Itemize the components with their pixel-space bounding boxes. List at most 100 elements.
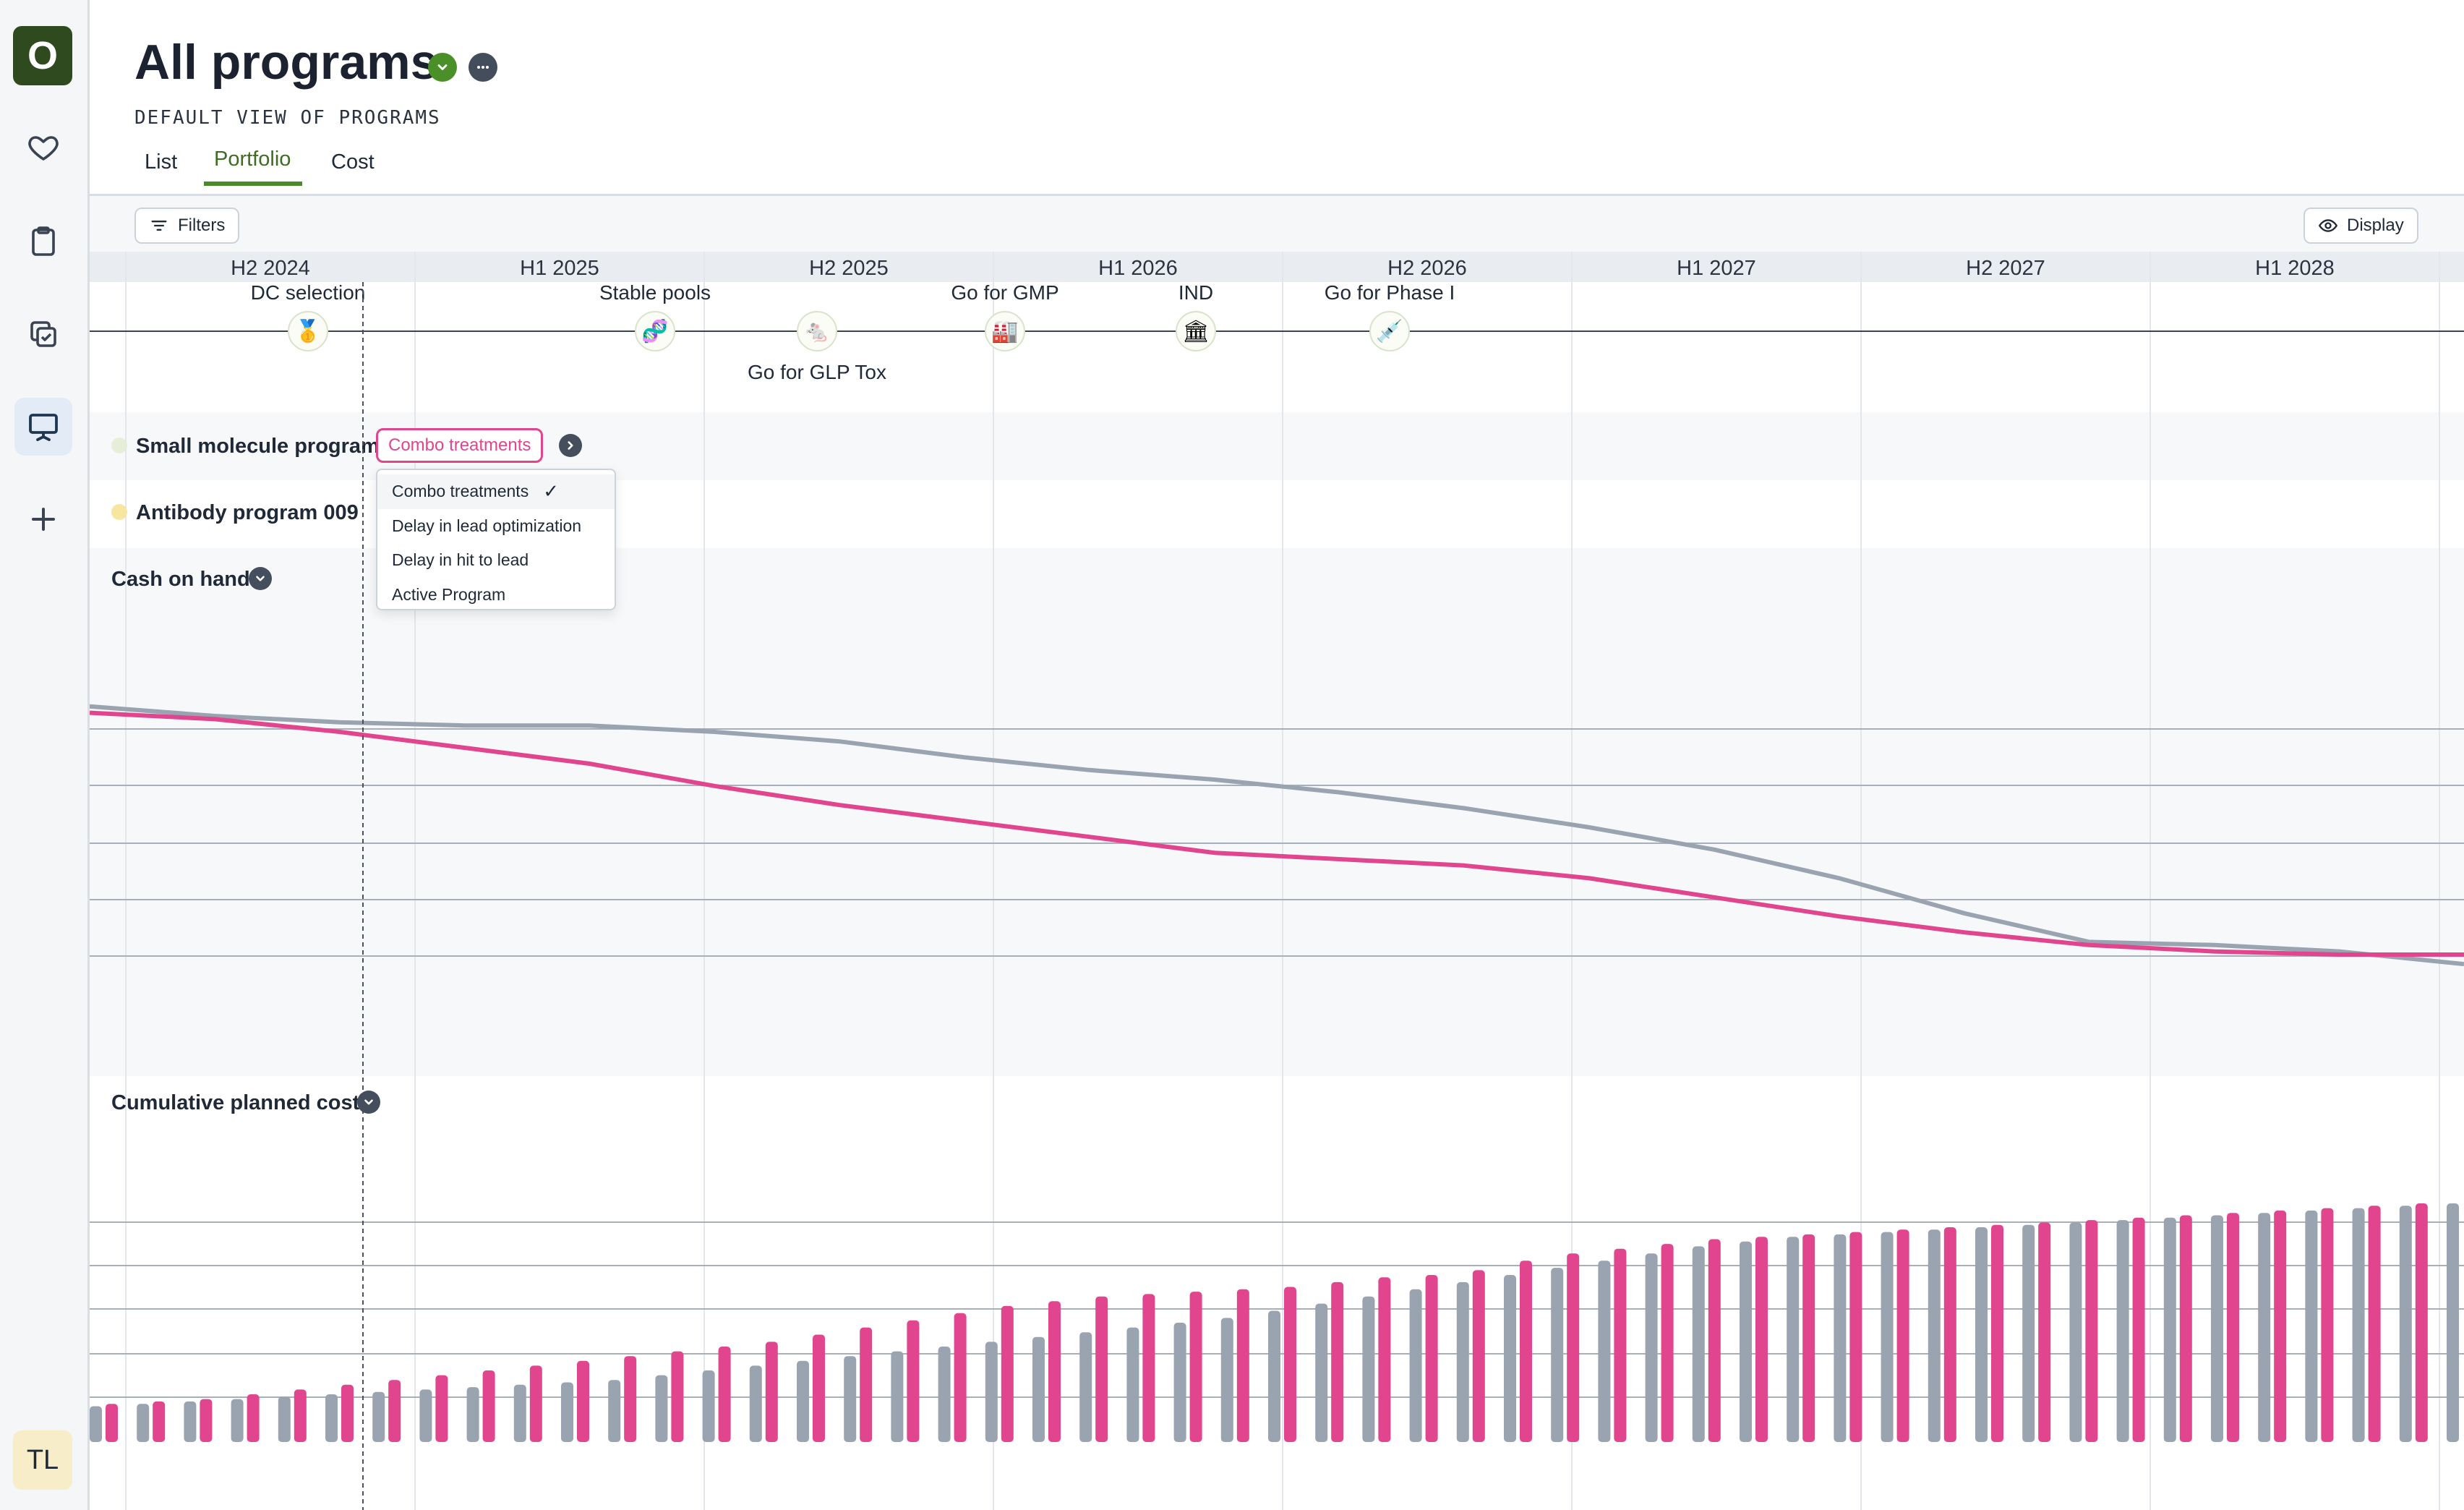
- scenario-option[interactable]: Combo treatments ✓: [377, 474, 615, 509]
- scenario-cost-bar: [1189, 1292, 1202, 1442]
- more-options-button[interactable]: [469, 53, 497, 82]
- scenario-cost-bar: [2274, 1210, 2287, 1442]
- baseline-cost-bar: [1881, 1232, 1894, 1442]
- milestone-label: Go for Phase I: [1325, 281, 1455, 304]
- page-subtitle: DEFAULT VIEW OF PROGRAMS: [134, 107, 441, 129]
- baseline-cost-bar: [184, 1401, 197, 1442]
- scenario-cost-bar: [1708, 1239, 1721, 1442]
- scenario-cost-bar: [718, 1347, 731, 1442]
- syringe-icon: 💉: [1376, 318, 1403, 344]
- left-sidebar: O TL: [0, 0, 90, 1510]
- display-button[interactable]: Display: [2303, 208, 2418, 244]
- baseline-cost-bar: [466, 1387, 479, 1442]
- milestone-label: IND: [1178, 281, 1213, 304]
- scenario-cost-bar: [907, 1320, 920, 1442]
- scenario-cost-bar: [671, 1351, 684, 1442]
- baseline-cost-bar: [2447, 1203, 2459, 1442]
- scenario-cost-bar: [200, 1399, 213, 1442]
- period-labels: H2 2024 H1 2025 H2 2025 H1 2026 H2 2026 H1 20…: [231, 257, 2335, 280]
- program-dot-small-molecule: [111, 438, 127, 453]
- baseline-cost-bar: [1456, 1281, 1469, 1442]
- period-label: H2 2026: [1387, 257, 1467, 280]
- cash-section-toggle[interactable]: [249, 567, 272, 590]
- baseline-cost-bar: [1692, 1246, 1705, 1442]
- scenario-cost-bar: [765, 1341, 778, 1442]
- program-name-small-molecule[interactable]: Small molecule program: [136, 435, 380, 458]
- scenario-cost-bar: [2227, 1213, 2239, 1442]
- scenario-expand-button[interactable]: [559, 434, 582, 457]
- scenario-cost-bar: [954, 1313, 967, 1442]
- baseline-cost-bar: [278, 1396, 291, 1442]
- scenario-cost-bar: [2038, 1222, 2051, 1442]
- clipboard-nav-button[interactable]: [14, 213, 72, 270]
- baseline-cost-bar: [2022, 1224, 2035, 1442]
- cost-section-toggle[interactable]: [357, 1091, 380, 1114]
- baseline-cost-bar: [513, 1384, 526, 1442]
- scenario-cost-bar: [1661, 1244, 1674, 1442]
- milestone-label: Go for GMP: [951, 281, 1058, 304]
- scenario-cost-bar: [1378, 1277, 1391, 1442]
- program-dot-antibody: [111, 504, 127, 520]
- scenario-cost-bar: [1614, 1248, 1627, 1442]
- milestone: 🏭 Go for GMP: [951, 281, 1059, 351]
- baseline-cost-bar: [1220, 1318, 1233, 1442]
- program-name-antibody[interactable]: Antibody program 009: [136, 501, 359, 524]
- milestone-label: DC selection: [251, 281, 366, 304]
- baseline-cost-bar: [1551, 1268, 1564, 1442]
- baseline-cost-bar: [1362, 1296, 1375, 1442]
- baseline-cost-bar: [1787, 1237, 1800, 1442]
- baseline-cost-bar: [372, 1391, 385, 1442]
- scenario-option[interactable]: Delay in hit to lead: [392, 550, 529, 570]
- clipboard-icon: [32, 226, 55, 256]
- baseline-cost-bar: [985, 1341, 998, 1442]
- baseline-cash-line: [90, 704, 2464, 967]
- scenario-cost-bar: [1001, 1305, 1014, 1442]
- scenario-cost-bar: [435, 1375, 448, 1442]
- scenario-option[interactable]: Delay in lead optimization: [392, 516, 582, 535]
- cost-bars: [90, 1203, 2459, 1442]
- tab-list[interactable]: List: [145, 150, 178, 174]
- status-badge[interactable]: [428, 53, 457, 82]
- milestone-badge: [288, 311, 328, 351]
- baseline-cost-bar: [891, 1351, 904, 1442]
- chevron-down-icon: [364, 1099, 373, 1105]
- filters-button[interactable]: Filters: [134, 208, 240, 244]
- scenario-tag[interactable]: Combo treatments: [376, 428, 544, 463]
- baseline-cost-bar: [797, 1360, 809, 1442]
- milestone-badge: [797, 311, 837, 351]
- app-logo[interactable]: O: [13, 26, 72, 85]
- filters-label: Filters: [178, 216, 226, 235]
- tasks-nav-button[interactable]: [14, 305, 72, 363]
- milestone: 🥇 DC selection: [251, 281, 366, 351]
- baseline-cost-bar: [561, 1382, 573, 1442]
- add-nav-button[interactable]: [14, 490, 72, 548]
- favorites-nav-button[interactable]: [14, 119, 72, 176]
- display-label: Display: [2347, 216, 2404, 235]
- tab-cost[interactable]: Cost: [331, 150, 375, 174]
- period-header-band: [90, 252, 2464, 282]
- presentation-nav-button[interactable]: [14, 398, 72, 456]
- ellipsis-icon: [477, 66, 489, 69]
- baseline-cost-bar: [2163, 1217, 2176, 1442]
- chevron-right-icon: [568, 441, 573, 450]
- chevron-down-icon: [256, 576, 265, 581]
- scenario-cost-bar: [341, 1384, 354, 1442]
- tab-portfolio[interactable]: Portfolio: [204, 148, 303, 186]
- scenario-cost-bar: [2179, 1215, 2192, 1442]
- scenario-cost-bar: [2132, 1217, 2145, 1442]
- scenario-cost-bar: [860, 1327, 873, 1442]
- eye-icon: [2318, 219, 2338, 232]
- milestone: 💉 Go for Phase I: [1325, 281, 1455, 351]
- milestones: 🥇 DC selection 🧬 Stable pools 🐁 Go for GLP To…: [251, 281, 1455, 383]
- scenario-cost-bar: [2321, 1208, 2334, 1442]
- milestone: 🐁 Go for GLP Tox: [748, 311, 886, 383]
- cash-lines: [90, 704, 2464, 967]
- scenario-cost-bar: [2368, 1206, 2381, 1442]
- scenario-cost-bar: [1991, 1224, 2003, 1442]
- scenario-cash-line: [90, 710, 2464, 957]
- user-avatar[interactable]: TL: [13, 1430, 72, 1490]
- baseline-cost-bar: [90, 1406, 102, 1442]
- scenario-option[interactable]: Active Program: [392, 584, 506, 604]
- scenario-cost-bar: [153, 1401, 166, 1442]
- scenario-cost-bar: [2415, 1203, 2428, 1442]
